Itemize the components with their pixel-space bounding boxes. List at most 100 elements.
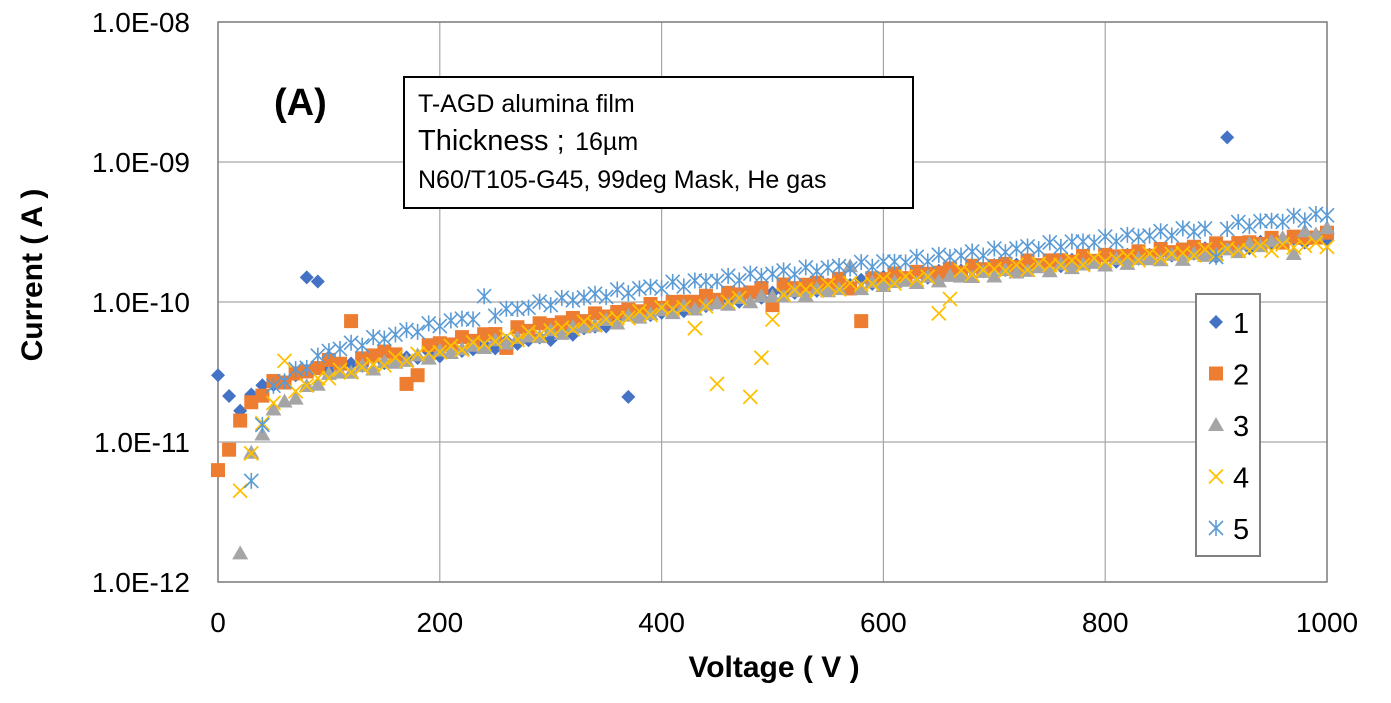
data-point — [721, 285, 736, 300]
data-point — [698, 298, 714, 314]
data-points — [211, 130, 1335, 560]
data-point — [1275, 236, 1291, 253]
data-point — [764, 265, 781, 282]
data-point — [498, 300, 514, 317]
legend-marker — [1208, 468, 1224, 485]
data-point — [1175, 220, 1191, 237]
data-point — [709, 273, 725, 290]
legend-marker — [1208, 520, 1224, 536]
data-point — [997, 263, 1014, 279]
data-point — [1319, 207, 1335, 224]
data-point — [1008, 240, 1025, 257]
data-point — [1153, 250, 1169, 266]
data-point-outlier — [1220, 130, 1235, 145]
data-point — [953, 268, 970, 283]
data-point — [376, 354, 393, 369]
data-point — [1030, 259, 1047, 274]
data-point — [609, 310, 625, 326]
data-point — [631, 303, 648, 319]
data-point — [476, 339, 493, 354]
y-axis-title: Current ( A ) — [16, 189, 49, 362]
data-point — [620, 310, 636, 326]
data-point — [387, 349, 404, 366]
data-point — [554, 315, 569, 330]
y-tick-label: 1.0E-10 — [92, 287, 190, 318]
data-point — [1197, 247, 1214, 262]
data-point — [675, 297, 692, 312]
data-point — [930, 273, 947, 288]
data-point — [1241, 218, 1257, 235]
data-point — [1153, 241, 1168, 256]
data-point — [565, 311, 580, 326]
data-point — [477, 327, 492, 342]
data-point — [454, 342, 470, 358]
data-point — [587, 317, 603, 333]
data-point — [398, 353, 415, 369]
data-point — [643, 297, 658, 312]
x-tick-label: 400 — [638, 607, 685, 638]
data-point — [211, 368, 225, 383]
x-tick-label: 0 — [210, 607, 226, 638]
data-point — [886, 274, 903, 289]
y-tick-label: 1.0E-08 — [92, 7, 190, 38]
data-point — [654, 280, 670, 297]
data-point — [543, 323, 559, 339]
series-4 — [232, 235, 1335, 499]
legend-frame — [1195, 293, 1261, 557]
data-point — [465, 337, 482, 352]
data-point-outlier — [764, 311, 781, 328]
data-point — [953, 247, 969, 264]
data-point — [309, 376, 326, 391]
data-point — [864, 274, 881, 289]
data-point — [697, 296, 714, 311]
data-point — [265, 395, 282, 411]
data-point — [232, 483, 248, 499]
data-point — [1175, 242, 1190, 257]
x-tick-label: 600 — [860, 607, 907, 638]
y-tick-labels: 1.0E-12 1.0E-11 1.0E-10 1.0E-09 1.0E-08 — [92, 7, 190, 598]
data-point — [564, 318, 581, 333]
data-point — [1042, 257, 1058, 273]
data-point — [222, 442, 237, 457]
data-point — [487, 307, 503, 324]
data-point-outlier — [742, 389, 758, 405]
annotation-thickness-value: 16µm — [575, 128, 638, 156]
data-point — [332, 340, 348, 357]
data-point — [964, 266, 980, 283]
data-point — [598, 288, 614, 305]
data-point — [787, 266, 803, 283]
plot-area-frame — [217, 21, 1328, 583]
data-point — [443, 337, 458, 352]
annotation-frame — [403, 76, 914, 209]
data-point — [243, 472, 259, 489]
data-point — [1097, 228, 1113, 245]
data-point — [1241, 242, 1258, 259]
data-point — [465, 311, 481, 328]
x-tick-label: 1000 — [1296, 607, 1358, 638]
data-point — [720, 296, 737, 311]
data-point-outlier — [1285, 246, 1302, 261]
data-point — [609, 315, 626, 330]
data-point — [1042, 253, 1057, 268]
data-point — [1230, 214, 1246, 231]
data-point — [1086, 234, 1102, 251]
data-point — [609, 281, 625, 298]
legend-marker — [1208, 417, 1224, 431]
data-point — [553, 325, 570, 340]
data-point — [676, 278, 692, 295]
data-point — [1219, 221, 1235, 238]
legend-items: 1 2 3 4 5 — [1208, 308, 1249, 546]
data-point — [211, 463, 225, 478]
data-point — [1174, 251, 1191, 266]
data-point — [431, 342, 448, 357]
series-5 — [243, 205, 1335, 489]
data-point — [498, 329, 514, 345]
data-point — [354, 337, 370, 354]
annotation-thickness-label: Thickness ; — [418, 125, 565, 157]
data-point — [543, 332, 558, 347]
data-point — [997, 261, 1014, 276]
data-point — [764, 288, 781, 303]
data-point — [1164, 227, 1180, 244]
data-point — [676, 299, 692, 315]
data-point — [986, 240, 1002, 257]
